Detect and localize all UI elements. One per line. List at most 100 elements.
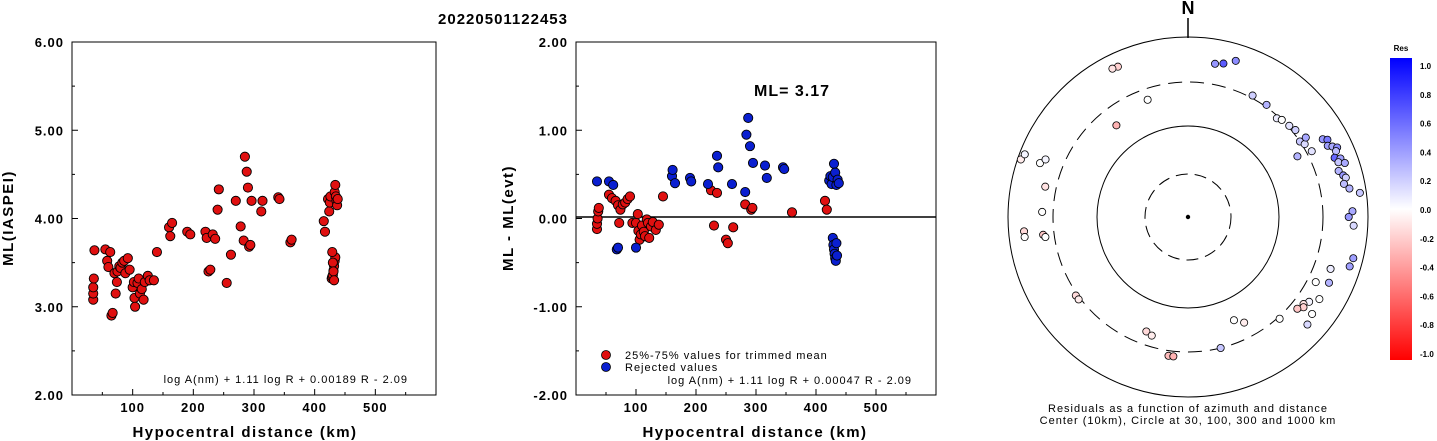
x-axis-label: Hypocentral distance (km) [642, 424, 867, 441]
residual-point [1285, 121, 1294, 130]
x-tick-label: 400 [302, 400, 327, 415]
residual-point [1041, 182, 1050, 191]
y-tick-label: 5.00 [35, 123, 64, 138]
data-point [318, 216, 329, 227]
azimuth-residual-plot: N Residuals as a function of azimuth and… [1007, 0, 1369, 427]
data-point [624, 191, 636, 202]
plot-frame [71, 41, 437, 396]
data-point [728, 222, 739, 233]
data-point [138, 294, 149, 305]
data-point [274, 194, 285, 205]
residual-point [1275, 314, 1284, 323]
colorbar-tick-label: 0.8 [1420, 91, 1432, 100]
data-point [257, 195, 268, 206]
data-point [111, 276, 122, 288]
residual-point [1248, 91, 1257, 100]
residual-point [1345, 262, 1354, 271]
data-point [747, 202, 758, 213]
formula-label: log A(nm) + 1.11 log R + 0.00189 R - 2.0… [164, 374, 408, 386]
data-point [747, 157, 759, 168]
residual-point [1074, 295, 1083, 304]
data-point [653, 219, 664, 230]
ring-1000km [1007, 36, 1369, 398]
colorbar-tick-label: 0.2 [1420, 177, 1432, 186]
residual-point [1349, 221, 1358, 230]
data-point [644, 232, 655, 243]
data-point [711, 187, 723, 198]
data-point [702, 179, 714, 190]
x-tick-label: 400 [804, 400, 829, 415]
data-point [761, 172, 772, 183]
colorbar-labels: 1.0 0.8 0.6 0.4 0.2 0.0 -0.2 -0.4 -0.6 -0.8 -1.0 [1420, 62, 1434, 359]
data-point [667, 164, 678, 176]
data-point [657, 191, 669, 202]
residual-point [1108, 64, 1117, 73]
data-point [235, 221, 246, 232]
residual-point [1331, 147, 1340, 156]
x-tick-label: 200 [181, 400, 206, 415]
data-point [107, 307, 118, 318]
residual-point [1301, 133, 1310, 142]
data-point [686, 176, 697, 187]
data-point [759, 160, 771, 171]
residual-point [1262, 100, 1271, 109]
caption-line-1: Residuals as a function of azimuth and d… [1048, 403, 1328, 415]
magnitude-vs-distance-plot: 100 200 300 400 500 6.00 5.00 4.00 3.00 2.00 ML(I… [0, 35, 437, 441]
data-point [669, 178, 681, 189]
data-point [833, 178, 844, 189]
data-point [89, 245, 100, 256]
residual-point [1349, 254, 1358, 263]
legend-marker-red [601, 350, 611, 360]
ring-30km [1144, 173, 1232, 261]
figure-title: 20220501122453 [438, 11, 568, 28]
residual-point [1169, 352, 1178, 361]
data-point [221, 277, 232, 288]
x-tick-label: 300 [744, 400, 769, 415]
colorbar-tick-label: -0.8 [1420, 321, 1434, 330]
data-point [329, 275, 340, 286]
residual-vs-distance-plot: 100 200 300 400 500 2.00 1.00 0.00 -1.00 -2.00 ML… [500, 35, 937, 441]
residual-point [1303, 320, 1312, 329]
residual-point [1315, 295, 1324, 304]
residual-point [1293, 152, 1302, 161]
data-points [591, 112, 844, 266]
data-point [726, 179, 738, 190]
residual-point [1308, 309, 1317, 318]
colorbar-tick-label: -0.4 [1420, 264, 1434, 273]
data-point [151, 246, 162, 258]
data-point [332, 194, 343, 205]
residual-point [1355, 188, 1364, 197]
residual-point [1112, 121, 1121, 130]
colorbar-tick-label: -1.0 [1420, 350, 1434, 359]
data-point [612, 242, 624, 253]
x-tick-label: 100 [624, 400, 649, 415]
residual-point [1211, 59, 1220, 68]
residual-point [1216, 343, 1225, 352]
y-tick-label: 2.00 [35, 388, 64, 403]
residual-point [1229, 316, 1238, 325]
residual-point [1324, 278, 1333, 287]
y-tick-label: -1.00 [533, 300, 568, 315]
data-point [210, 233, 221, 244]
axis-ticks: 100 200 300 400 500 6.00 5.00 4.00 3.00 2.00 [35, 35, 407, 415]
data-points [88, 151, 343, 321]
y-tick-label: -2.00 [533, 388, 568, 403]
ring-300km [1052, 81, 1324, 353]
data-point [819, 195, 831, 206]
colorbar-tick-label: -0.2 [1420, 235, 1434, 244]
data-point [324, 206, 335, 217]
data-point [213, 184, 224, 195]
data-point [593, 202, 604, 213]
data-point [110, 288, 121, 299]
data-point [286, 234, 297, 245]
y-tick-label: 3.00 [35, 300, 64, 315]
residual-point [1020, 150, 1029, 159]
data-point [327, 246, 338, 258]
data-point [779, 164, 790, 175]
data-point [205, 264, 216, 275]
residual-point [1020, 233, 1029, 242]
data-point [245, 239, 256, 251]
residual-point [1340, 159, 1349, 168]
y-tick-label: 6.00 [35, 35, 64, 50]
legend-marker-blue [601, 362, 611, 372]
